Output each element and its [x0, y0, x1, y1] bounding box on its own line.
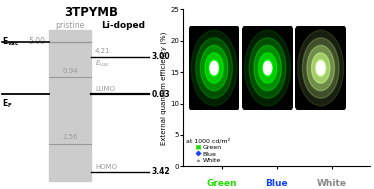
Legend: Green, Blue, White: Green, Blue, White [186, 138, 230, 163]
Circle shape [254, 45, 281, 91]
Text: pristine: pristine [56, 21, 85, 30]
Circle shape [263, 60, 273, 76]
Circle shape [312, 53, 330, 83]
Point [329, 58, 335, 61]
Y-axis label: External quantum efficiency (%): External quantum efficiency (%) [161, 31, 167, 145]
Text: 0.94: 0.94 [62, 68, 78, 74]
Text: 4.21: 4.21 [95, 48, 110, 54]
Point [219, 55, 225, 58]
Circle shape [286, 11, 355, 125]
Text: 3.00: 3.00 [151, 52, 170, 61]
Circle shape [298, 30, 344, 106]
Circle shape [316, 61, 325, 75]
Text: Blue: Blue [266, 179, 288, 188]
Bar [49, 30, 91, 181]
Text: $\mathbf{E_F}$: $\mathbf{E_F}$ [2, 97, 12, 110]
Text: 2.56: 2.56 [62, 134, 78, 140]
Text: LUMO: LUMO [95, 86, 115, 92]
Text: $\mathbf{E_{vac}}$: $\mathbf{E_{vac}}$ [2, 36, 19, 48]
Text: Li-doped: Li-doped [101, 21, 145, 30]
Text: 5.00: 5.00 [29, 37, 46, 46]
Point [274, 36, 280, 39]
Circle shape [245, 30, 291, 106]
Text: 0.03: 0.03 [151, 90, 170, 99]
Circle shape [316, 60, 326, 76]
Circle shape [258, 53, 277, 83]
Text: 3.42: 3.42 [151, 167, 170, 177]
Circle shape [205, 53, 223, 83]
Circle shape [249, 38, 286, 98]
Text: $E_{vac}$: $E_{vac}$ [95, 59, 110, 69]
Circle shape [307, 45, 334, 91]
Circle shape [196, 38, 233, 98]
Circle shape [263, 61, 272, 75]
Circle shape [180, 11, 249, 125]
Circle shape [302, 38, 339, 98]
Text: Green: Green [206, 179, 237, 188]
Text: White: White [317, 179, 347, 188]
Circle shape [210, 61, 218, 75]
Text: 3TPYMB: 3TPYMB [64, 6, 119, 19]
Circle shape [209, 60, 219, 76]
Circle shape [191, 30, 237, 106]
Text: HOMO: HOMO [95, 164, 117, 170]
Circle shape [233, 11, 302, 125]
Circle shape [200, 45, 228, 91]
